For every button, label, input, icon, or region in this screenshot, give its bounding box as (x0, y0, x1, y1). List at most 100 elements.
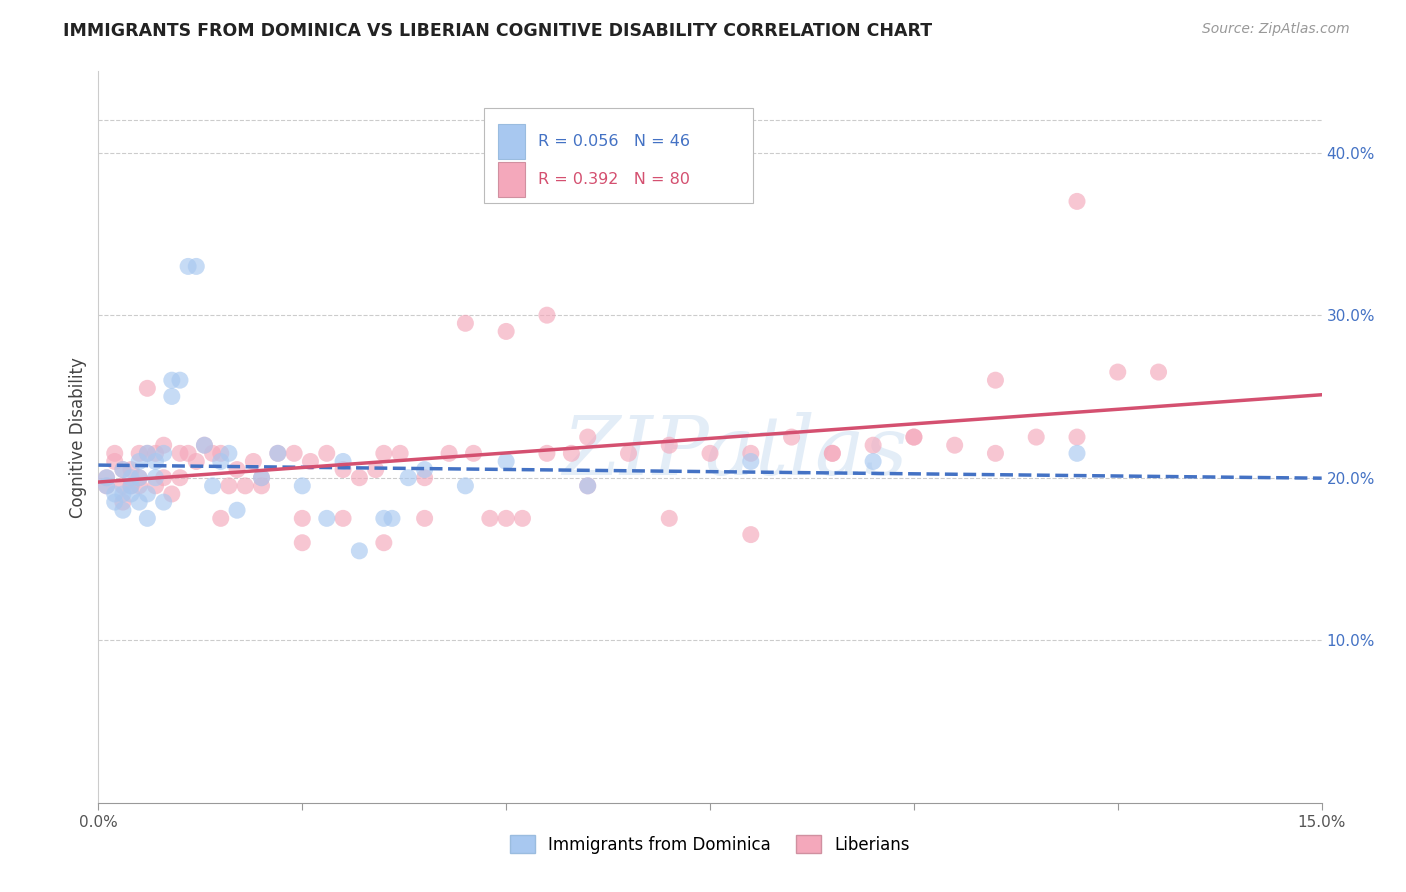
Point (169, 373, 191, 387)
Point (104, 446, 127, 460)
Point (152, 495, 174, 509)
Text: ZIPatlas: ZIPatlas (562, 412, 907, 491)
Point (658, 511, 681, 525)
Point (111, 503, 134, 517)
Point (454, 316, 477, 330)
Point (233, 479, 256, 493)
Point (186, 454, 208, 468)
Point (381, 511, 404, 525)
Point (128, 446, 150, 460)
Point (242, 454, 264, 468)
Point (536, 446, 558, 460)
FancyBboxPatch shape (498, 124, 526, 159)
Text: Source: ZipAtlas.com: Source: ZipAtlas.com (1202, 22, 1350, 37)
Point (104, 454, 127, 468)
Point (250, 471, 273, 485)
Point (315, 511, 337, 525)
Point (152, 471, 174, 485)
Point (512, 511, 534, 525)
Point (1025, 430, 1047, 444)
Point (169, 471, 191, 485)
Point (120, 471, 142, 485)
Point (740, 527, 762, 541)
Point (576, 479, 599, 493)
Point (332, 454, 354, 468)
Y-axis label: Cognitive Disability: Cognitive Disability (69, 357, 87, 517)
Point (349, 544, 371, 558)
Point (145, 471, 167, 485)
Point (495, 511, 517, 525)
Point (658, 438, 681, 452)
Point (1066, 430, 1088, 444)
Point (136, 487, 159, 501)
Point (111, 487, 134, 501)
Point (152, 438, 174, 452)
Point (495, 325, 517, 339)
Point (780, 430, 803, 444)
Point (120, 479, 142, 493)
Point (291, 511, 314, 525)
Point (136, 381, 159, 395)
Point (160, 373, 183, 387)
Point (136, 446, 159, 460)
Point (1066, 446, 1088, 460)
Point (984, 446, 1007, 460)
Point (364, 462, 387, 476)
Point (821, 446, 844, 460)
Point (283, 446, 305, 460)
Point (1147, 365, 1170, 379)
Point (862, 438, 884, 452)
Point (576, 479, 599, 493)
Point (267, 446, 290, 460)
Text: R = 0.056   N = 46: R = 0.056 N = 46 (537, 134, 689, 149)
Point (332, 511, 354, 525)
Legend: Immigrants from Dominica, Liberians: Immigrants from Dominica, Liberians (503, 829, 917, 860)
Point (193, 438, 215, 452)
Point (128, 471, 150, 485)
Point (145, 479, 167, 493)
Point (740, 454, 762, 468)
Point (96, 479, 118, 493)
Point (186, 260, 208, 274)
Point (104, 487, 127, 501)
Point (209, 446, 232, 460)
Point (145, 454, 167, 468)
FancyBboxPatch shape (498, 162, 526, 197)
Point (740, 446, 762, 460)
Point (454, 479, 477, 493)
Point (699, 446, 721, 460)
Point (396, 471, 419, 485)
Point (136, 511, 159, 525)
Point (1107, 365, 1129, 379)
Point (617, 446, 640, 460)
Point (389, 446, 412, 460)
Point (1066, 194, 1088, 209)
Point (478, 511, 501, 525)
Point (299, 454, 322, 468)
Point (201, 479, 224, 493)
Point (250, 479, 273, 493)
Point (821, 446, 844, 460)
Point (560, 446, 582, 460)
Point (576, 430, 599, 444)
Point (373, 511, 395, 525)
Point (315, 446, 337, 460)
Point (120, 479, 142, 493)
Point (201, 446, 224, 460)
Point (437, 446, 460, 460)
Text: IMMIGRANTS FROM DOMINICA VS LIBERIAN COGNITIVE DISABILITY CORRELATION CHART: IMMIGRANTS FROM DOMINICA VS LIBERIAN COG… (63, 22, 932, 40)
Point (413, 511, 436, 525)
Point (218, 446, 240, 460)
Point (160, 487, 183, 501)
Point (536, 308, 558, 322)
Point (413, 471, 436, 485)
Point (349, 471, 371, 485)
Point (96, 471, 118, 485)
Point (373, 446, 395, 460)
Point (226, 462, 249, 476)
Point (984, 373, 1007, 387)
Point (903, 430, 925, 444)
Point (136, 446, 159, 460)
Point (332, 462, 354, 476)
Point (96, 471, 118, 485)
